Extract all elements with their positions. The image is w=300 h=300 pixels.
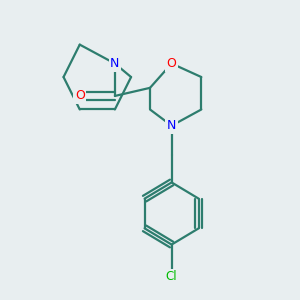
Text: Cl: Cl [166,271,177,284]
Text: O: O [75,89,85,103]
Text: O: O [167,57,177,70]
Text: N: N [167,119,176,132]
Text: N: N [110,57,120,70]
